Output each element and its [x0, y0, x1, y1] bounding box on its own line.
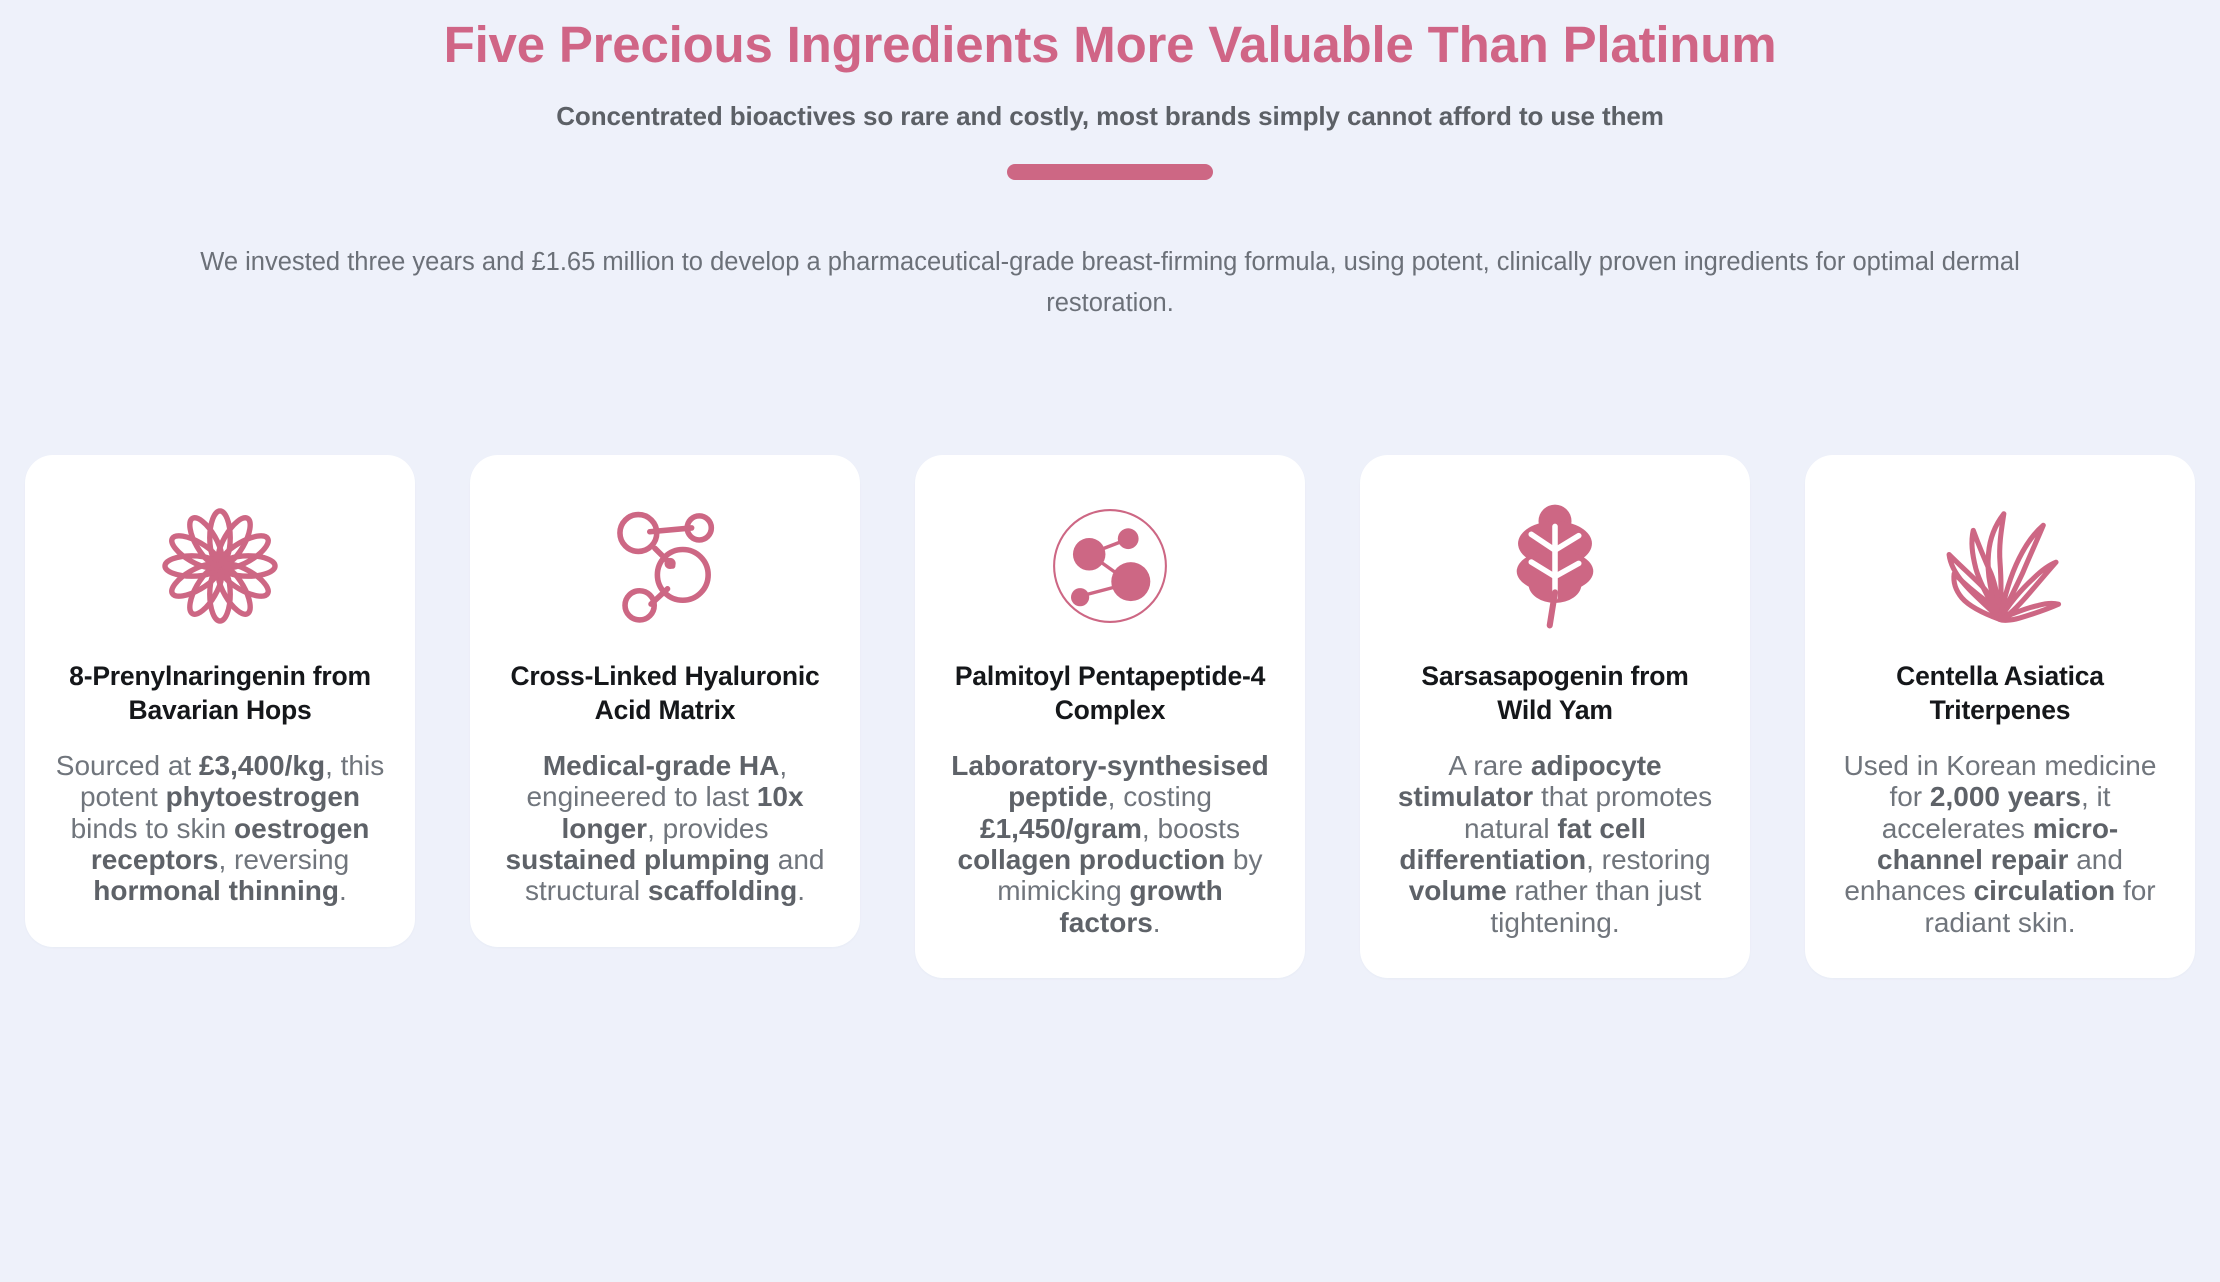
divider-container: [0, 163, 2220, 180]
card-body: Used in Korean medicine for 2,000 years,…: [1843, 749, 2157, 938]
card-body: Laboratory-synthesised peptide, costing …: [951, 749, 1269, 938]
card-title: 8-Prenylnaringenin from Bavarian Hops: [69, 661, 371, 725]
herb-grass-icon: [1831, 493, 2169, 638]
card-title: Sarsasapogenin from Wild Yam: [1421, 661, 1689, 725]
card-body: Medical-grade HA, engineered to last 10x…: [505, 749, 825, 907]
peptide-network-icon: [941, 493, 1279, 638]
molecule-icon: [496, 493, 834, 638]
page-subtitle: Concentrated bioactives so rare and cost…: [556, 100, 1664, 131]
ingredient-card-list: 8-Prenylnaringenin from Bavarian Hops So…: [25, 455, 2195, 978]
leaf-icon: [1386, 493, 1724, 638]
section-header: Five Precious Ingredients More Valuable …: [0, 0, 2220, 180]
card-title: Cross-Linked Hyaluronic Acid Matrix: [510, 661, 820, 725]
card-body: A rare adipocyte stimulator that promote…: [1397, 749, 1713, 938]
card-title: Centella Asiatica Triterpenes: [1896, 661, 2104, 725]
ingredient-card[interactable]: Centella Asiatica Triterpenes Used in Ko…: [1805, 455, 2195, 978]
ingredient-card[interactable]: Cross-Linked Hyaluronic Acid Matrix Medi…: [470, 455, 860, 947]
page-title: Five Precious Ingredients More Valuable …: [443, 16, 1777, 73]
card-title: Palmitoyl Pentapeptide-4 Complex: [954, 661, 1266, 725]
card-body: Sourced at £3,400/kg, this potent phytoe…: [55, 749, 385, 907]
intro-paragraph: We invested three years and £1.65 millio…: [200, 247, 2020, 317]
accent-divider: [1007, 163, 1213, 180]
ingredient-card[interactable]: Palmitoyl Pentapeptide-4 Complex Laborat…: [915, 455, 1305, 978]
ingredient-card[interactable]: Sarsasapogenin from Wild Yam A rare adip…: [1360, 455, 1750, 978]
ingredient-card[interactable]: 8-Prenylnaringenin from Bavarian Hops So…: [25, 455, 415, 947]
flower-icon: [51, 493, 389, 638]
